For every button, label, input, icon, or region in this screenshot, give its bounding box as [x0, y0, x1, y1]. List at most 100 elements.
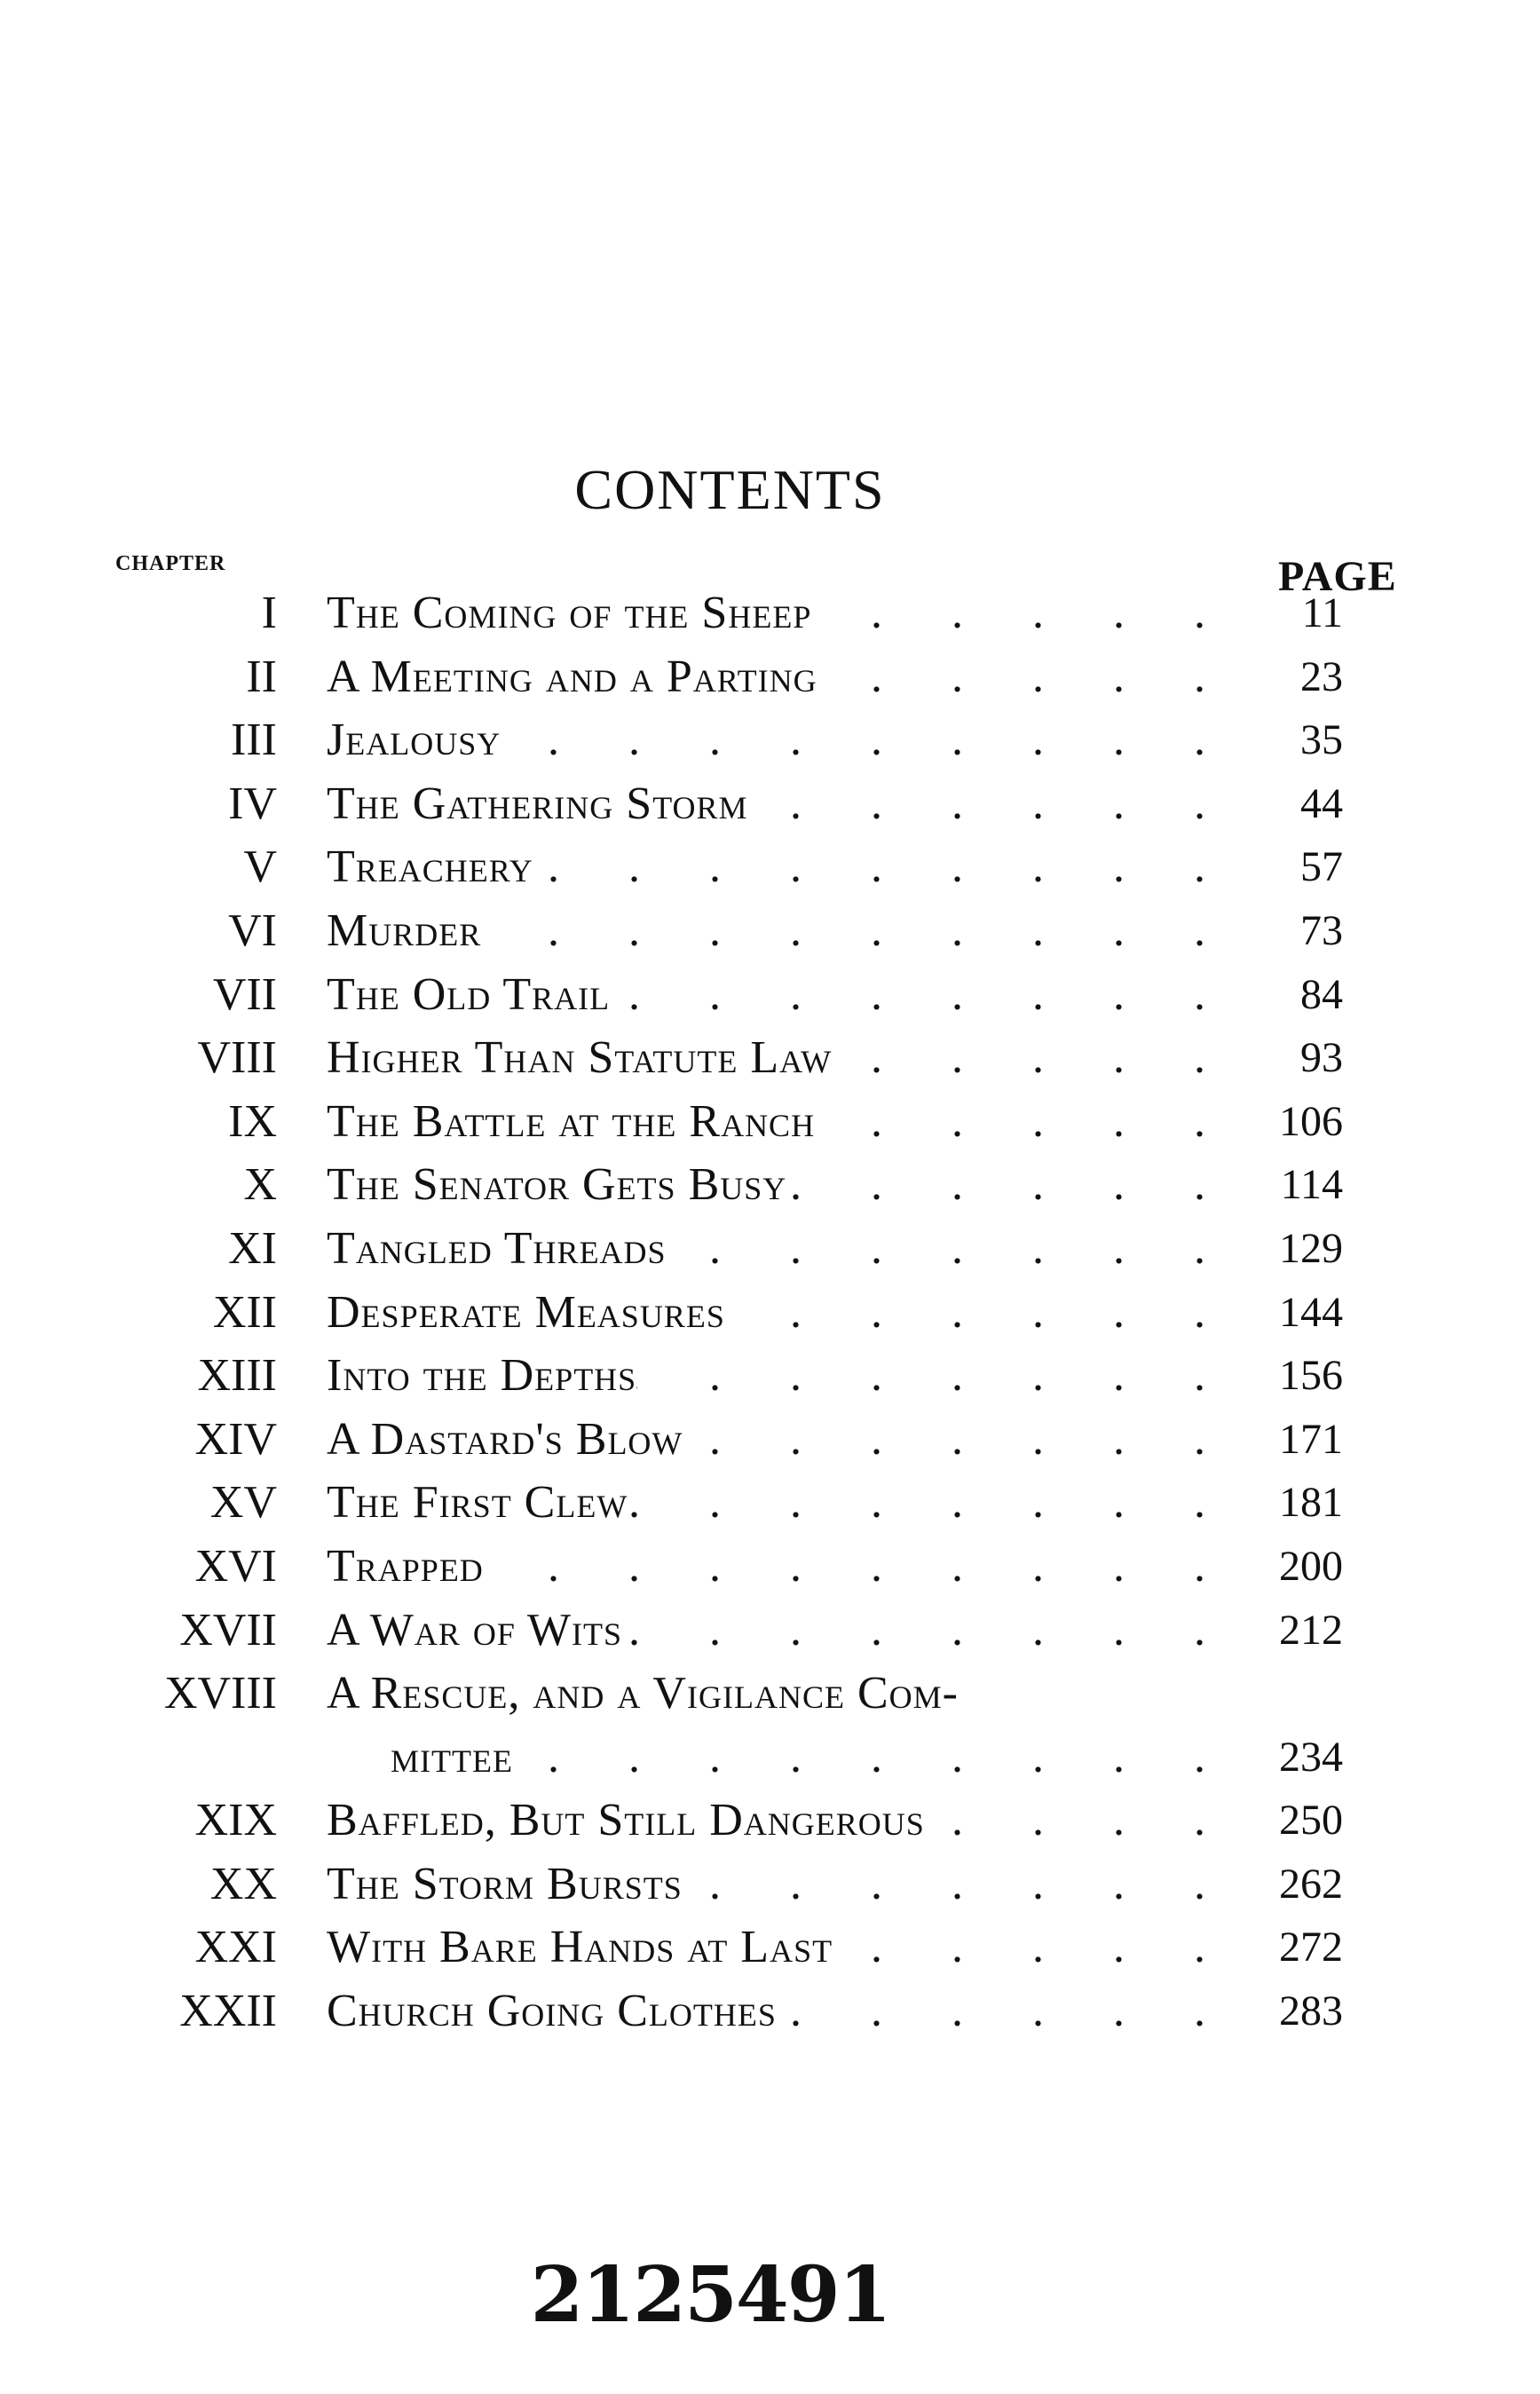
chapter-title: The Storm Bursts	[327, 1858, 683, 1909]
contents-entry: V Treachery. . . . . . . . . . . . . . . …	[0, 835, 1540, 899]
contents-entry: IV The Gathering Storm. . . . . . . . . .…	[0, 772, 1540, 836]
chapter-title-line: Trapped. . . . . . . . . . . . . . . . .…	[327, 1535, 1205, 1599]
chapter-title: Desperate Measures	[327, 1286, 725, 1338]
chapter-title-line: The Senator Gets Busy. . . . . . . . . .…	[327, 1153, 1205, 1217]
chapter-numeral: VIII	[197, 1032, 277, 1084]
chapter-title: The Gathering Storm	[327, 778, 748, 829]
dot-leader: . . . . . . . . . . . . . . . . . . . . …	[725, 1286, 1205, 1338]
contents-entry: XVIII A Rescue, and a Vigilance Com-	[0, 1662, 1540, 1726]
chapter-title: Murder	[327, 905, 482, 956]
contents-entry: IX The Battle at the Ranch. . . . . . . .…	[0, 1090, 1540, 1154]
dot-leader: . . . . . . . . . . . . . . . . . . . . …	[925, 1795, 1205, 1846]
contents-entry: XXI With Bare Hands at Last. . . . . . . …	[0, 1916, 1540, 1979]
chapter-numeral: XIII	[197, 1350, 277, 1402]
chapter-title-line: The Old Trail. . . . . . . . . . . . . .…	[327, 963, 1205, 1027]
chapter-numeral: XIV	[194, 1413, 277, 1465]
chapter-title: Higher Than Statute Law	[327, 1032, 833, 1084]
contents-entry: VI Murder. . . . . . . . . . . . . . . . …	[0, 899, 1540, 963]
chapter-title-line: A War of Wits. . . . . . . . . . . . . .…	[327, 1599, 1205, 1663]
dot-leader: . . . . . . . . . . . . . . . . . . . . …	[748, 778, 1205, 829]
page-number: 272	[1279, 1924, 1343, 1971]
contents-entry: X The Senator Gets Busy. . . . . . . . . …	[0, 1153, 1540, 1217]
library-stamp-number: 2125491	[530, 2250, 892, 2340]
dot-leader: . . . . . . . . . . . . . . . . . . . . …	[628, 1477, 1205, 1529]
chapter-title-line: Baffled, But Still Dangerous. . . . . . …	[327, 1789, 1205, 1853]
chapter-title: A War of Wits	[327, 1604, 622, 1655]
chapter-numeral: XVI	[194, 1540, 277, 1592]
dot-leader: . . . . . . . . . . . . . . . . . . . . …	[484, 1540, 1205, 1592]
chapter-title-line: Tangled Threads. . . . . . . . . . . . .…	[327, 1217, 1205, 1281]
contents-entry: XXII Church Going Clothes. . . . . . . . …	[0, 1979, 1540, 2043]
chapter-title-line: Into the Depths. . . . . . . . . . . . .…	[327, 1344, 1205, 1408]
chapter-numeral: X	[243, 1159, 277, 1211]
contents-entry: VIII Higher Than Statute Law. . . . . . .…	[0, 1026, 1540, 1090]
page-number: 57	[1300, 843, 1343, 891]
chapter-title: Church Going Clothes	[327, 1986, 777, 2037]
chapter-numeral: XI	[228, 1222, 277, 1274]
dot-leader: . . . . . . . . . . . . . . . . . . . . …	[533, 841, 1205, 893]
dot-leader: . . . . . . . . . . . . . . . . . . . . …	[817, 651, 1205, 702]
chapter-numeral: IX	[228, 1095, 277, 1147]
page-number: 129	[1279, 1224, 1343, 1272]
chapter-title-line: The First Clew. . . . . . . . . . . . . …	[327, 1471, 1205, 1535]
chapter-title: The Senator Gets Busy	[327, 1159, 787, 1211]
contents-entry: III Jealousy. . . . . . . . . . . . . . .…	[0, 708, 1540, 772]
page-number: 106	[1279, 1097, 1343, 1145]
chapter-title-line: Murder. . . . . . . . . . . . . . . . . …	[327, 899, 1205, 963]
page-number: 35	[1300, 716, 1343, 764]
page-number: 250	[1279, 1797, 1343, 1845]
chapter-title-line: Church Going Clothes. . . . . . . . . . …	[327, 1979, 1205, 2043]
page-number: 156	[1279, 1352, 1343, 1400]
dot-leader: . . . . . . . . . . . . . . . . . . . . …	[815, 1095, 1205, 1147]
contents-entry: XI Tangled Threads. . . . . . . . . . . .…	[0, 1217, 1540, 1281]
chapter-column-label: CHAPTER	[115, 552, 226, 575]
contents-entry: XIII Into the Depths. . . . . . . . . . .…	[0, 1344, 1540, 1408]
chapter-title: A Dastard's Blow	[327, 1413, 683, 1465]
page-number: 200	[1279, 1542, 1343, 1590]
chapter-title: The Battle at the Ranch	[327, 1095, 816, 1147]
chapter-title: Trapped	[327, 1540, 484, 1592]
page-number: 144	[1279, 1288, 1343, 1336]
chapter-title: Baffled, But Still Dangerous	[327, 1795, 925, 1846]
dot-leader: . . . . . . . . . . . . . . . . . . . . …	[610, 968, 1205, 1020]
chapter-title: A Rescue, and a Vigilance Com-	[327, 1668, 959, 1719]
dot-leader: . . . . . . . . . . . . . . . . . . . . …	[833, 1922, 1205, 1973]
page-number: 23	[1300, 652, 1343, 700]
chapter-title-line: Treachery. . . . . . . . . . . . . . . .…	[327, 835, 1205, 899]
chapter-title: Treachery	[327, 841, 533, 893]
chapter-title: Tangled Threads	[327, 1222, 667, 1274]
chapter-numeral: VI	[228, 905, 277, 956]
chapter-numeral: XII	[212, 1286, 277, 1338]
chapter-title: With Bare Hands at Last	[327, 1922, 833, 1973]
dot-leader: . . . . . . . . . . . . . . . . . . . . …	[683, 1858, 1205, 1909]
chapter-title-line: A Rescue, and a Vigilance Com-	[327, 1662, 1205, 1726]
chapter-numeral: XXI	[194, 1922, 277, 1973]
dot-leader: . . . . . . . . . . . . . . . . . . . . …	[501, 715, 1205, 766]
chapter-title: A Meeting and a Parting	[327, 651, 817, 702]
chapter-title: The Old Trail	[327, 968, 611, 1020]
page-number: 234	[1279, 1733, 1343, 1781]
page-number: 11	[1301, 589, 1343, 636]
dot-leader: . . . . . . . . . . . . . . . . . . . . …	[481, 905, 1205, 956]
contents-entry: II A Meeting and a Parting. . . . . . . .…	[0, 645, 1540, 709]
chapter-title-line: The Gathering Storm. . . . . . . . . . .…	[327, 772, 1205, 836]
dot-leader: . . . . . . . . . . . . . . . . . . . . …	[667, 1222, 1205, 1274]
chapter-title: Into the Depths	[327, 1350, 637, 1402]
chapter-title-line: A Meeting and a Parting. . . . . . . . .…	[327, 645, 1205, 709]
contents-entry: I The Coming of the Sheep. . . . . . . . …	[0, 581, 1540, 645]
chapter-numeral: VII	[212, 968, 277, 1020]
contents-entry: VII The Old Trail. . . . . . . . . . . . …	[0, 963, 1540, 1027]
chapter-title-line: mittee. . . . . . . . . . . . . . . . . …	[391, 1726, 1205, 1790]
dot-leader: . . . . . . . . . . . . . . . . . . . . …	[786, 1159, 1205, 1211]
chapter-numeral: IV	[228, 778, 277, 829]
contents-entry: XX The Storm Bursts. . . . . . . . . . . …	[0, 1853, 1540, 1916]
page-number: 171	[1279, 1415, 1343, 1463]
chapter-title-line: The Battle at the Ranch. . . . . . . . .…	[327, 1090, 1205, 1154]
chapter-numeral: II	[246, 651, 277, 702]
chapter-title-line: Jealousy. . . . . . . . . . . . . . . . …	[327, 708, 1205, 772]
chapter-title-line: The Storm Bursts. . . . . . . . . . . . …	[327, 1853, 1205, 1916]
page-number: 114	[1280, 1161, 1343, 1209]
contents-entry: XIX Baffled, But Still Dangerous. . . . .…	[0, 1789, 1540, 1853]
page-number: 44	[1300, 779, 1343, 827]
contents-entry: XVII A War of Wits. . . . . . . . . . . .…	[0, 1599, 1540, 1663]
